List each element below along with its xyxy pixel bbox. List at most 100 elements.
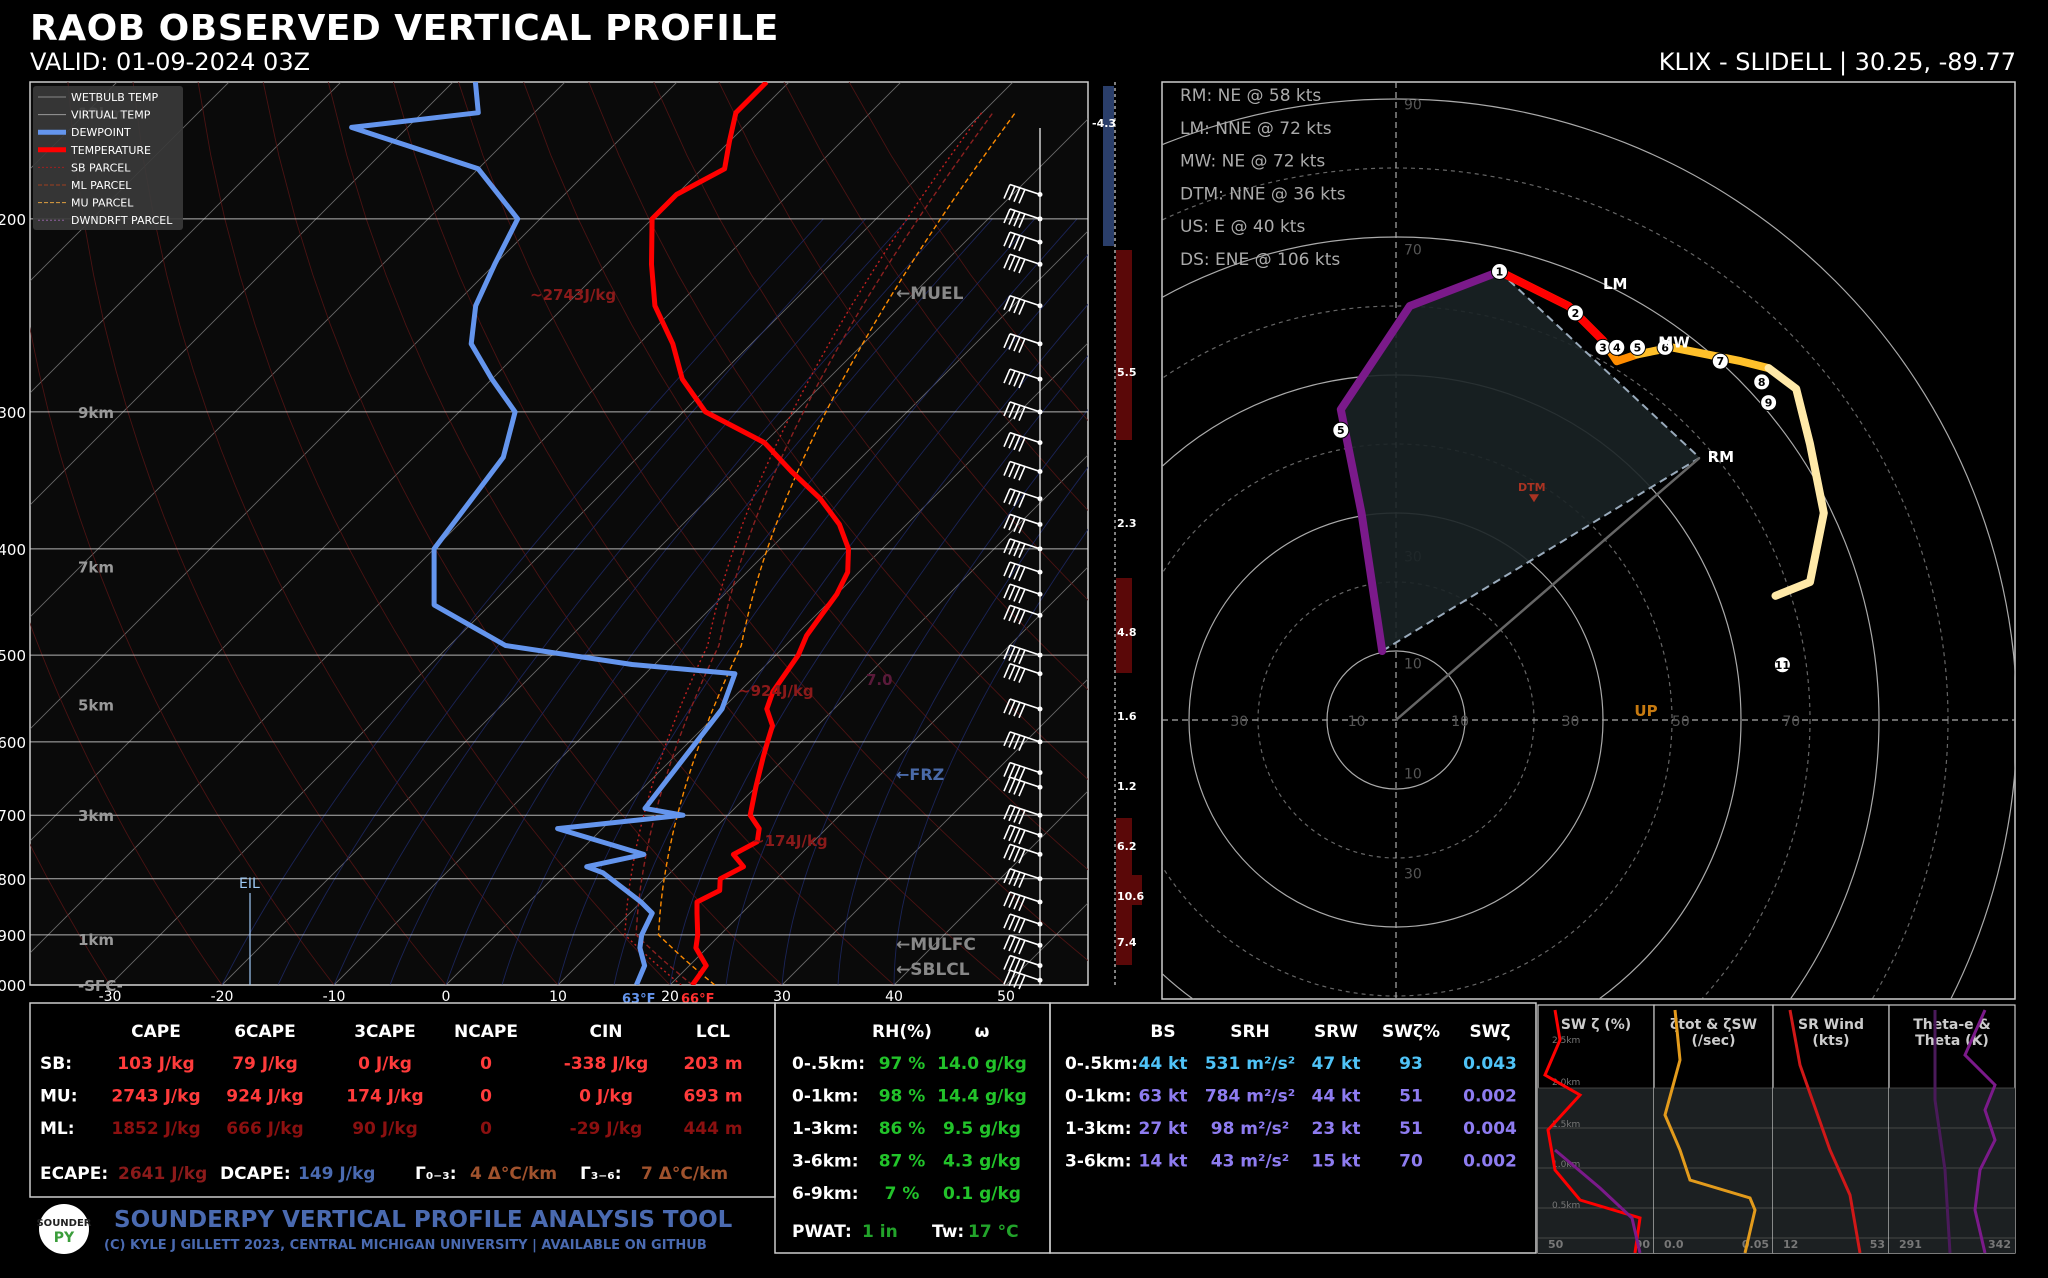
dry-adiabat (523, 82, 1088, 871)
mini-xmax: 53 (1870, 1238, 1885, 1251)
height-label: 5km (78, 697, 114, 715)
table-cell: 44 kt (1311, 1087, 1360, 1107)
thermo-table: CAPE 6CAPE 3CAPE NCAPE CIN LCL SB: 103 J/kg 79 J… (40, 1022, 743, 1139)
table-cell: 4.3 g/kg (943, 1152, 1021, 1172)
table-cell: 0 J/kg (358, 1054, 412, 1074)
sfc-temp-label: 66°F (681, 992, 714, 1007)
hodo-marker-label: 5 (1634, 341, 1642, 354)
legend: WETBULB TEMP VIRTUAL TEMP DEWPOINT TEMPERAT… (33, 86, 183, 230)
table-cell: 924 J/kg (226, 1087, 303, 1107)
isotherm (893, 790, 1088, 985)
hodograph-panel: 907030103010103050701030123456789115RMLM… (1161, 81, 2016, 1000)
thermo-extra-value: 149 J/kg (298, 1164, 375, 1184)
legend-label: SB PARCEL (71, 161, 131, 174)
mini-height-label: 1.5km (1552, 1120, 1580, 1130)
wind-barb (1003, 644, 1043, 665)
mini-height-label: 0.5km (1552, 1201, 1580, 1211)
wind-barb (1003, 913, 1043, 934)
table-header: SWζ (1469, 1022, 1510, 1042)
legend-label: ML PARCEL (71, 179, 132, 192)
rm-outflow-line (1498, 270, 1701, 459)
lapse-annotation: 7.0 (866, 671, 893, 689)
table-cell: 0 J/kg (579, 1087, 633, 1107)
temperature-ticks: -30 -20 -10 0 10 20 30 40 50 (99, 989, 1015, 1005)
thermo-extra-value: 4 Δ°C/km (470, 1164, 557, 1184)
isotherm (333, 230, 1088, 985)
thermo-extra: ECAPE: 2641 J/kg DCAPE: 149 J/kg Γ₀₋₃: 4 Δ°C/… (40, 1164, 1019, 1242)
legend-label: DEWPOINT (71, 126, 131, 139)
mini-height-label: 2.0km (1552, 1078, 1580, 1088)
pressure-label: 500 (0, 647, 26, 665)
pwat-label: PWAT: (792, 1222, 852, 1242)
table-cell: 90 J/kg (352, 1119, 418, 1139)
page-title: RAOB OBSERVED VERTICAL PROFILE (30, 8, 779, 49)
rm-inflow-line (1381, 456, 1701, 652)
moisture-table: RH(%) ω 0-.5km: 97 % 14.0 g/kg 0-1km: 98 % 14.4… (792, 1022, 1027, 1204)
thermo-extra-value: 7 Δ°C/km (641, 1164, 728, 1184)
table-cell: 15 kt (1311, 1152, 1360, 1172)
dry-adiabat (588, 82, 1088, 781)
mini-curve (1788, 1009, 1862, 1254)
footer-title: SOUNDERPY VERTICAL PROFILE ANALYSIS TOOL (114, 1207, 733, 1233)
wind-barb (1003, 368, 1043, 389)
table-cell: 2743 J/kg (111, 1087, 200, 1107)
isotherm (30, 82, 678, 730)
hodo-height-marker: 8 (1753, 373, 1771, 391)
hodo-height-marker: 7 (1711, 352, 1729, 370)
pressure-labels: 200 300 400 500 600 700 800 900 1000 (0, 211, 26, 995)
table-cell: 103 J/kg (117, 1054, 194, 1074)
strip-bar-blue (1103, 86, 1114, 246)
hodo-trace-red (1495, 267, 1607, 345)
table-header: SRH (1230, 1022, 1270, 1042)
tw-label: Tw: (932, 1222, 964, 1242)
dry-adiabat (197, 82, 671, 985)
frz-annotation: ←FRZ (896, 765, 944, 784)
muel-annotation: ←MUEL (896, 284, 964, 304)
table-cell: 203 m (683, 1054, 742, 1074)
mini-panel-shade (1654, 1088, 1773, 1253)
table-cell: 9.5 g/kg (943, 1119, 1021, 1139)
wind-barb (1003, 431, 1043, 452)
hodo-ring (1162, 98, 2015, 999)
hodo-ring-label: 70 (1404, 242, 1422, 258)
strip-bar-red (1116, 875, 1142, 905)
pressure-label: 1000 (0, 977, 26, 995)
rm-vector (1395, 456, 1701, 721)
hodo-ring-label: 10 (1348, 714, 1366, 730)
table-cell: -338 J/kg (564, 1054, 648, 1074)
isotherm (109, 82, 1014, 985)
table-cell: 6-9km: (792, 1184, 859, 1204)
table-cell: 27 kt (1138, 1119, 1187, 1139)
cape-mid-annotation: ~924J/kg (738, 682, 814, 700)
temp-tick: -30 (99, 989, 122, 1005)
mini-xmin: 50 (1548, 1238, 1564, 1251)
table-header: RH(%) (872, 1022, 932, 1042)
hodo-ring-label: 50 (1672, 714, 1690, 730)
mini-panel-title: SR Wind (kts) (1798, 1017, 1864, 1049)
legend-label: MU PARCEL (71, 197, 134, 210)
table-cell: 7 % (885, 1184, 920, 1204)
wind-barb (1003, 294, 1043, 315)
hodo-readout-line: US: E @ 40 kts (1180, 217, 1305, 237)
wind-barb (1003, 183, 1043, 204)
table-header: ω (975, 1022, 990, 1042)
height-label: -SFC- (78, 977, 123, 995)
temp-tick: 30 (773, 989, 791, 1005)
hodograph-plot: 907030103010103050701030123456789115RMLM… (1162, 82, 2015, 999)
pressure-label: 900 (0, 927, 26, 945)
isotherm (30, 82, 454, 506)
wind-barb (1003, 583, 1043, 604)
table-cell: 47 kt (1311, 1054, 1360, 1074)
height-label: 7km (78, 558, 114, 576)
legend-label: TEMPERATURE (70, 144, 151, 157)
mini-curve (1933, 1010, 1952, 1254)
pressure-label: 300 (0, 404, 26, 422)
thermo-extra-value: DCAPE: (220, 1164, 291, 1184)
table-cell: 14.4 g/kg (937, 1087, 1027, 1107)
mini-curve (1554, 1148, 1642, 1254)
hodo-readout-line: RM: NE @ 58 kts (1180, 86, 1321, 106)
temperature-curve (649, 82, 851, 985)
mini-panel-title: SW ζ (%) (1561, 1017, 1631, 1033)
wind-barb (1003, 561, 1043, 582)
